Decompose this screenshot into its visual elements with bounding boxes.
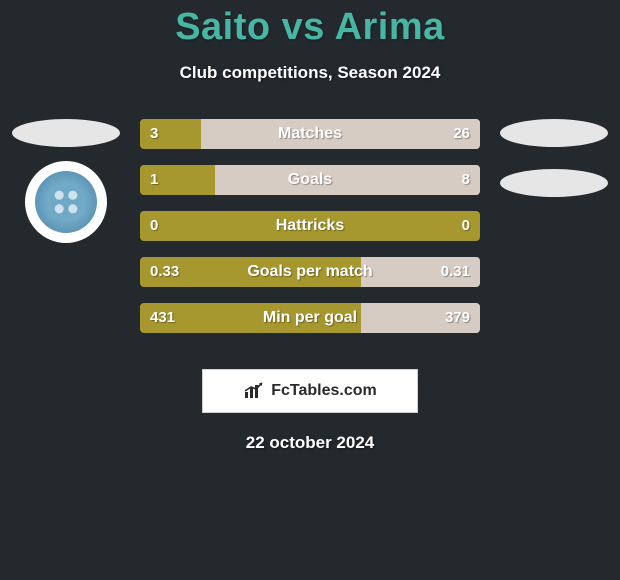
club-logo-pattern — [49, 185, 83, 219]
stat-right-value: 8 — [462, 165, 470, 195]
comparison-card: Saito vs Arima Club competitions, Season… — [0, 0, 620, 453]
chart-icon — [243, 382, 265, 400]
stat-right-value: 26 — [453, 119, 470, 149]
left-player-avatar-placeholder — [12, 119, 120, 147]
subtitle: Club competitions, Season 2024 — [0, 63, 620, 83]
right-player-column — [494, 119, 614, 197]
date-label: 22 october 2024 — [0, 433, 620, 453]
stat-right-value: 379 — [445, 303, 470, 333]
left-player-club-logo — [25, 161, 107, 243]
stat-label: Hattricks — [140, 211, 480, 241]
stat-label: Min per goal — [140, 303, 480, 333]
stat-row: 3Matches26 — [140, 119, 480, 149]
stats-section: 3Matches26 1Goals8 0Hattricks0 0.33Goals pe… — [0, 119, 620, 349]
stat-row: 0.33Goals per match0.31 — [140, 257, 480, 287]
stat-label: Goals — [140, 165, 480, 195]
stat-right-value: 0.31 — [441, 257, 470, 287]
stat-right-value: 0 — [462, 211, 470, 241]
stat-label: Goals per match — [140, 257, 480, 287]
stat-row: 431Min per goal379 — [140, 303, 480, 333]
club-logo-inner — [35, 171, 97, 233]
brand-text: FcTables.com — [271, 382, 377, 400]
stat-row: 1Goals8 — [140, 165, 480, 195]
stat-label: Matches — [140, 119, 480, 149]
right-player-avatar-placeholder — [500, 119, 608, 147]
stat-bars: 3Matches26 1Goals8 0Hattricks0 0.33Goals pe… — [140, 119, 480, 349]
stat-row: 0Hattricks0 — [140, 211, 480, 241]
right-player-club-placeholder — [500, 169, 608, 197]
left-player-column — [6, 119, 126, 243]
brand-badge: FcTables.com — [202, 369, 418, 413]
page-title: Saito vs Arima — [0, 6, 620, 49]
